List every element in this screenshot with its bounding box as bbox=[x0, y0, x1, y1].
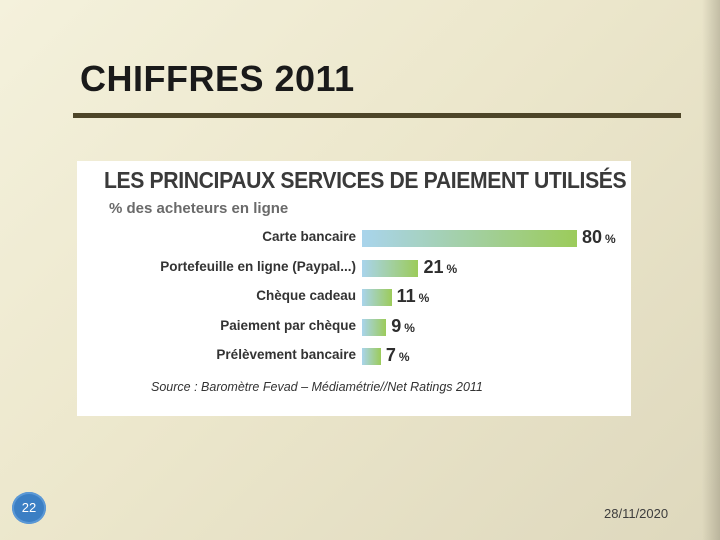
value-label: 9% bbox=[391, 315, 415, 336]
bar bbox=[362, 289, 392, 306]
page-number-badge: 22 bbox=[12, 492, 46, 524]
category-label: Paiement par chèque bbox=[220, 317, 356, 333]
chart-title: LES PRINCIPAUX SERVICES DE PAIEMENT UTIL… bbox=[104, 167, 627, 193]
chart-source: Source : Baromètre Fevad – Médiamétrie//… bbox=[151, 380, 483, 394]
value-label: 80% bbox=[582, 227, 616, 247]
bar bbox=[362, 348, 381, 365]
bar bbox=[362, 230, 577, 247]
slide-edge-shadow bbox=[702, 0, 720, 540]
bar-chart: LES PRINCIPAUX SERVICES DE PAIEMENT UTIL… bbox=[77, 161, 631, 416]
chart-subtitle: % des acheteurs en ligne bbox=[109, 200, 289, 217]
value-label: 21% bbox=[423, 256, 458, 277]
category-label: Carte bancaire bbox=[262, 229, 356, 244]
slide-date: 28/11/2020 bbox=[604, 506, 669, 521]
bar bbox=[362, 318, 387, 336]
title-divider bbox=[73, 113, 681, 118]
category-label: Chèque cadeau bbox=[256, 288, 356, 303]
slide-title: CHIFFRES 2011 bbox=[80, 58, 355, 99]
category-label: Prélèvement bancaire bbox=[216, 347, 356, 362]
value-label: 11% bbox=[396, 286, 430, 306]
value-label: 7% bbox=[385, 345, 410, 365]
category-label: Portefeuille en ligne (Paypal...) bbox=[160, 258, 356, 274]
bar bbox=[362, 259, 419, 277]
